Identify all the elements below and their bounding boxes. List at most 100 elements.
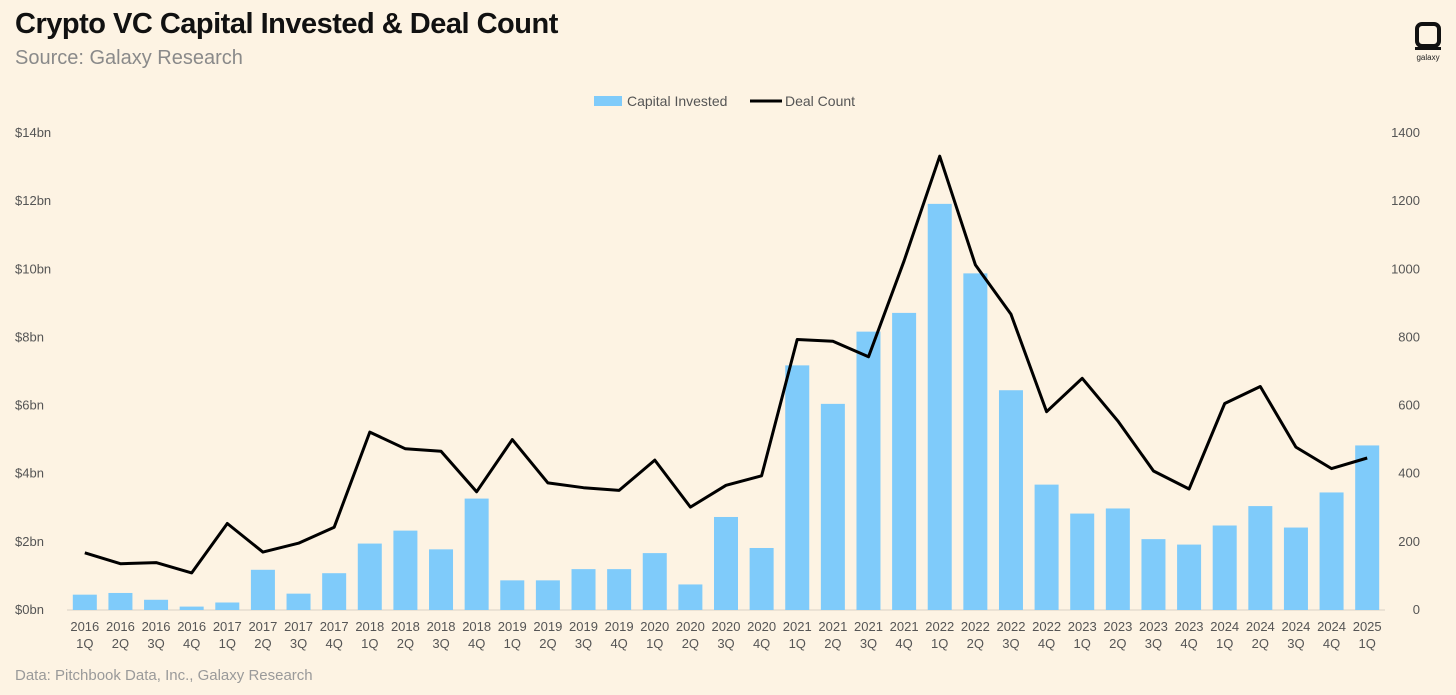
bar-capital-invested <box>1034 484 1059 610</box>
x-tick-year: 2016 <box>106 619 135 634</box>
bar-capital-invested <box>1283 527 1308 610</box>
right-axis-tick-label: 400 <box>1398 466 1420 481</box>
bar-capital-invested <box>820 403 845 610</box>
x-tick-year: 2017 <box>248 619 277 634</box>
right-axis-tick-label: 600 <box>1398 398 1420 413</box>
x-tick-quarter: 1Q <box>76 636 93 651</box>
x-tick-quarter: 3Q <box>1145 636 1162 651</box>
x-tick-year: 2019 <box>498 619 527 634</box>
x-tick-year: 2016 <box>177 619 206 634</box>
legend-label-deal-count: Deal Count <box>785 93 855 109</box>
x-tick-quarter: 4Q <box>1323 636 1340 651</box>
bar-capital-invested <box>571 569 596 610</box>
x-tick-quarter: 4Q <box>1180 636 1197 651</box>
x-tick-quarter: 3Q <box>1287 636 1304 651</box>
x-tick-year: 2023 <box>1068 619 1097 634</box>
left-axis-tick-label: $0bn <box>15 602 44 617</box>
bar-capital-invested <box>927 203 952 610</box>
left-axis-tick-label: $12bn <box>15 193 51 208</box>
x-tick-year: 2024 <box>1281 619 1310 634</box>
x-tick-year: 2021 <box>818 619 847 634</box>
x-tick-year: 2024 <box>1317 619 1346 634</box>
x-tick-year: 2025 <box>1353 619 1382 634</box>
chart-subtitle: Source: Galaxy Research <box>15 47 243 69</box>
logo-label: galaxy <box>1416 53 1440 62</box>
bar-capital-invested <box>286 593 311 610</box>
left-axis-tick-label: $2bn <box>15 534 44 549</box>
x-tick-year: 2024 <box>1210 619 1239 634</box>
x-tick-quarter: 1Q <box>789 636 806 651</box>
bar-capital-invested <box>179 606 204 610</box>
bar-capital-invested <box>642 553 667 610</box>
x-tick-year: 2020 <box>747 619 776 634</box>
x-tick-quarter: 3Q <box>717 636 734 651</box>
bar-capital-invested <box>72 594 97 610</box>
bar-capital-invested <box>678 584 703 610</box>
bar-capital-invested <box>607 569 632 610</box>
x-tick-year: 2022 <box>925 619 954 634</box>
x-tick-year: 2023 <box>1103 619 1132 634</box>
bar-capital-invested <box>464 498 489 610</box>
x-tick-year: 2023 <box>1139 619 1168 634</box>
data-source-note: Data: Pitchbook Data, Inc., Galaxy Resea… <box>15 667 313 684</box>
x-tick-year: 2023 <box>1175 619 1204 634</box>
x-tick-quarter: 2Q <box>967 636 984 651</box>
legend-swatch-capital-invested <box>594 96 622 106</box>
left-axis-tick-label: $14bn <box>15 125 51 140</box>
x-tick-year: 2024 <box>1246 619 1275 634</box>
x-tick-quarter: 4Q <box>1038 636 1055 651</box>
x-tick-quarter: 2Q <box>824 636 841 651</box>
bar-capital-invested <box>1177 544 1202 610</box>
bar-capital-invested <box>215 602 240 610</box>
right-axis-tick-label: 800 <box>1398 329 1420 344</box>
x-tick-year: 2020 <box>640 619 669 634</box>
bar-capital-invested <box>535 580 560 610</box>
bar-capital-invested <box>1212 525 1237 610</box>
bar-capital-invested <box>1070 513 1095 610</box>
x-tick-quarter: 4Q <box>895 636 912 651</box>
right-axis-tick-label: 1000 <box>1391 261 1420 276</box>
x-tick-year: 2017 <box>320 619 349 634</box>
x-tick-year: 2016 <box>142 619 171 634</box>
bar-capital-invested <box>998 390 1023 610</box>
x-tick-quarter: 2Q <box>112 636 129 651</box>
x-tick-quarter: 1Q <box>219 636 236 651</box>
right-axis-tick-label: 200 <box>1398 534 1420 549</box>
x-tick-quarter: 1Q <box>1216 636 1233 651</box>
bar-capital-invested <box>357 543 382 610</box>
bar-capital-invested <box>1355 445 1380 610</box>
x-tick-year: 2020 <box>712 619 741 634</box>
x-tick-year: 2017 <box>284 619 313 634</box>
right-axis-tick-label: 1200 <box>1391 193 1420 208</box>
x-tick-year: 2018 <box>462 619 491 634</box>
x-tick-quarter: 1Q <box>646 636 663 651</box>
x-tick-year: 2018 <box>427 619 456 634</box>
x-tick-year: 2019 <box>569 619 598 634</box>
x-tick-quarter: 4Q <box>753 636 770 651</box>
bar-capital-invested <box>322 573 347 610</box>
bar-capital-invested <box>250 569 275 610</box>
x-tick-year: 2020 <box>676 619 705 634</box>
legend-label-capital-invested: Capital Invested <box>627 93 727 109</box>
bar-capital-invested <box>785 365 810 610</box>
bar-capital-invested <box>963 273 988 610</box>
left-axis-tick-label: $10bn <box>15 261 51 276</box>
x-tick-quarter: 3Q <box>290 636 307 651</box>
x-tick-quarter: 4Q <box>325 636 342 651</box>
x-tick-year: 2018 <box>355 619 384 634</box>
x-tick-quarter: 1Q <box>1359 636 1376 651</box>
x-tick-quarter: 1Q <box>504 636 521 651</box>
x-tick-quarter: 2Q <box>1109 636 1126 651</box>
x-tick-quarter: 1Q <box>361 636 378 651</box>
bar-capital-invested <box>108 592 133 610</box>
x-tick-quarter: 4Q <box>468 636 485 651</box>
bar-capital-invested <box>144 599 169 610</box>
x-tick-year: 2018 <box>391 619 420 634</box>
x-tick-quarter: 4Q <box>610 636 627 651</box>
bar-capital-invested <box>1105 508 1130 610</box>
x-tick-year: 2021 <box>854 619 883 634</box>
x-tick-quarter: 2Q <box>1252 636 1269 651</box>
x-tick-quarter: 3Q <box>432 636 449 651</box>
x-tick-quarter: 1Q <box>1074 636 1091 651</box>
